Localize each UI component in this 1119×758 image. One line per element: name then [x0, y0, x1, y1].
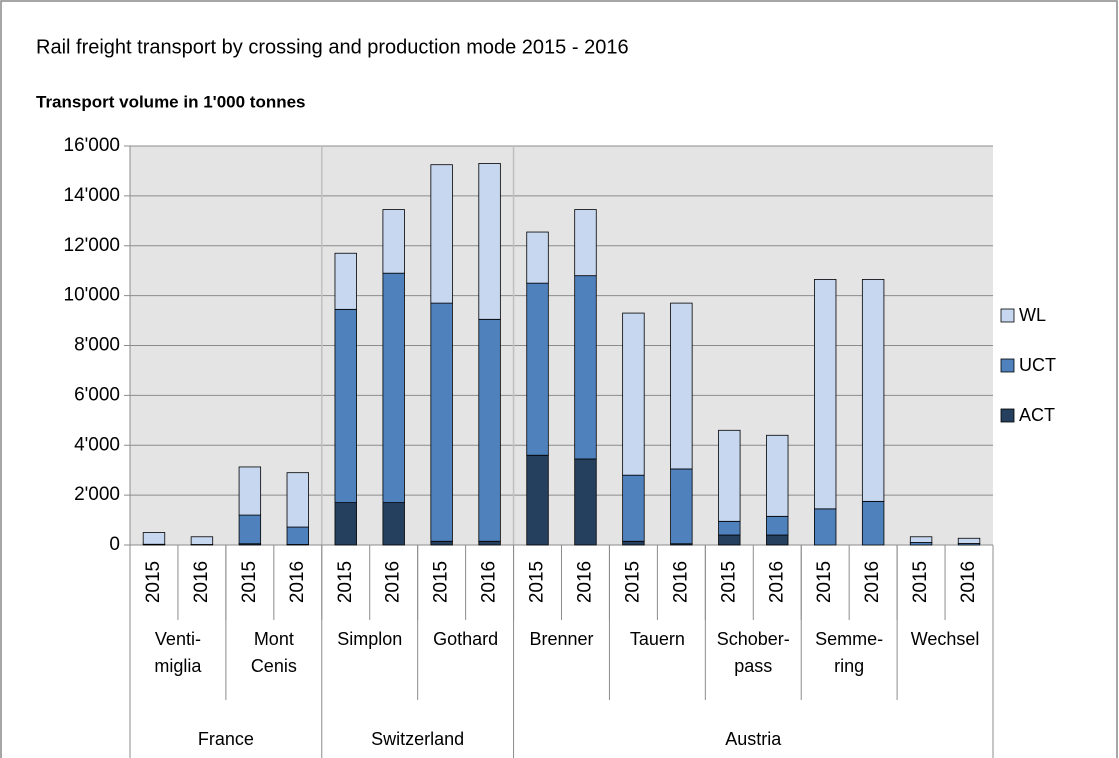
y-tick-label: 8'000 — [74, 335, 120, 356]
x-tick-label: 2015 — [718, 561, 739, 603]
bar-segment — [957, 537, 981, 544]
bar-segment — [478, 540, 501, 546]
x-tick-label: 2015 — [527, 561, 548, 603]
bar-segment — [526, 231, 549, 284]
legend-swatch — [1000, 358, 1015, 373]
bar-segment — [718, 520, 741, 536]
x-tick-label: 2015 — [814, 561, 835, 603]
bar-segment — [142, 532, 166, 545]
country-label: France — [198, 729, 254, 749]
bar-segment — [478, 318, 501, 542]
bar-segment — [718, 534, 741, 546]
bar-segment — [478, 163, 501, 320]
x-tick-label: 2016 — [383, 561, 404, 603]
x-tick-label: 2016 — [766, 561, 787, 603]
legend-label: ACT — [1019, 405, 1055, 425]
x-tick-label: 2016 — [479, 561, 500, 603]
bar-segment — [814, 279, 837, 510]
bar-segment — [382, 502, 405, 546]
y-tick-label: 12'000 — [64, 235, 120, 256]
bar-segment — [526, 282, 549, 456]
y-tick-label: 14'000 — [64, 185, 120, 206]
bar-segment — [766, 515, 789, 536]
bar-segment — [334, 502, 357, 546]
y-tick-label: 16'000 — [64, 135, 120, 156]
bar-segment — [382, 209, 405, 274]
bar-segment — [238, 466, 262, 516]
legend-swatch — [1000, 308, 1015, 323]
x-tick-label: 2015 — [335, 561, 356, 603]
bar-segment — [909, 536, 933, 543]
bar-segment — [718, 429, 741, 522]
bar-segment — [861, 500, 885, 546]
bar-segment — [286, 526, 309, 545]
bar-segment — [526, 454, 549, 546]
bar-segment — [190, 536, 214, 545]
bar-segment — [574, 275, 597, 460]
bar-segment — [622, 540, 645, 546]
legend-swatch — [1000, 408, 1015, 423]
country-label: Switzerland — [371, 729, 464, 749]
crossing-label: ring — [834, 656, 864, 676]
country-label: Austria — [725, 729, 782, 749]
bar-segment — [766, 534, 789, 546]
crossing-label: Gothard — [433, 629, 498, 649]
x-tick-label: 2016 — [191, 561, 212, 603]
bar-segment — [430, 164, 453, 304]
x-tick-label: 2015 — [622, 561, 643, 603]
bar-segment — [286, 472, 309, 528]
y-tick-label: 2'000 — [74, 484, 120, 505]
x-tick-label: 2016 — [287, 561, 308, 603]
crossing-label: Mont — [254, 629, 294, 649]
bar-segment — [430, 540, 453, 546]
bar-segment — [670, 302, 693, 470]
x-tick-label: 2016 — [862, 561, 883, 603]
bar-segment — [334, 308, 357, 504]
x-tick-label: 2015 — [431, 561, 452, 603]
y-tick-label: 4'000 — [74, 434, 120, 455]
crossing-label: Tauern — [630, 629, 685, 649]
bar-segment — [766, 434, 789, 517]
crossing-label: Schober- — [717, 629, 790, 649]
crossing-label: Semme- — [815, 629, 883, 649]
legend-label: WL — [1019, 305, 1046, 325]
bar-segment — [861, 279, 885, 502]
bar-segment — [814, 508, 837, 546]
legend-label: UCT — [1019, 355, 1056, 375]
y-tick-label: 0 — [109, 534, 120, 555]
bar-segment — [574, 209, 597, 277]
bar-segment — [670, 468, 693, 545]
bar-segment — [238, 514, 262, 545]
crossing-label: pass — [734, 656, 772, 676]
crossing-label: Venti- — [155, 629, 201, 649]
x-tick-label: 2016 — [670, 561, 691, 603]
x-tick-label: 2016 — [958, 561, 979, 603]
x-tick-label: 2015 — [239, 561, 260, 603]
x-tick-label: 2016 — [574, 561, 595, 603]
x-tick-label: 2015 — [143, 561, 164, 603]
y-tick-label: 10'000 — [64, 285, 120, 306]
chart-title: Rail freight transport by crossing and p… — [36, 36, 629, 58]
crossing-label: Wechsel — [911, 629, 980, 649]
bar-segment — [382, 272, 405, 504]
crossing-label: miglia — [154, 656, 202, 676]
y-tick-label: 6'000 — [74, 384, 120, 405]
chart-subtitle: Transport volume in 1'000 tonnes — [36, 92, 306, 111]
bar-segment — [430, 302, 453, 542]
bar-segment — [574, 458, 597, 546]
bar-segment — [334, 252, 357, 310]
crossing-label: Simplon — [337, 629, 402, 649]
x-tick-label: 2015 — [910, 561, 931, 603]
bar-segment — [622, 474, 645, 542]
crossing-label: Brenner — [529, 629, 593, 649]
bar-segment — [622, 312, 645, 476]
crossing-label: Cenis — [251, 656, 297, 676]
